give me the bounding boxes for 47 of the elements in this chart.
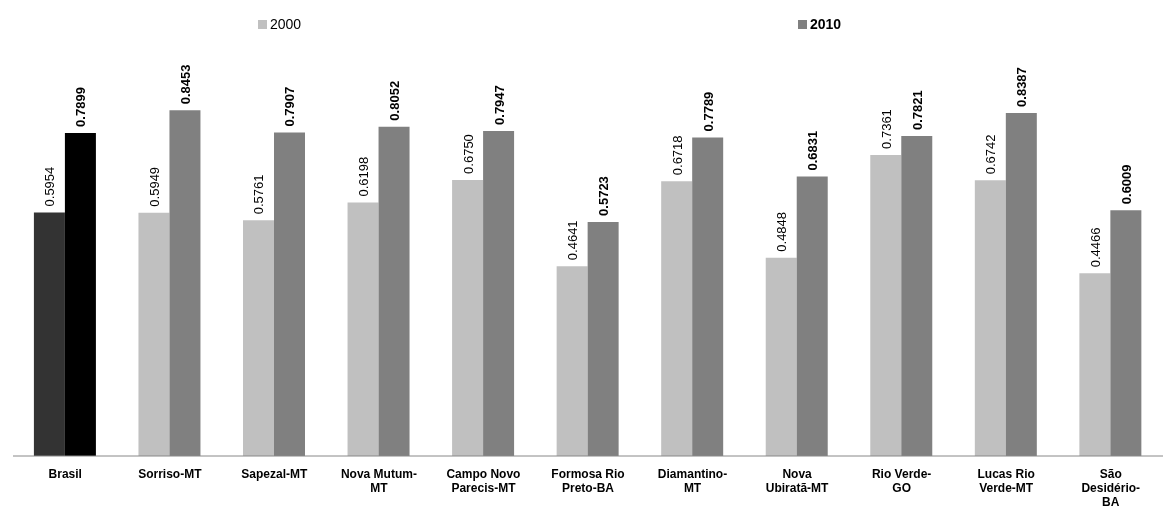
bar	[661, 181, 693, 456]
bar	[556, 266, 588, 456]
data-label: 0.7907	[282, 86, 298, 127]
x-tick-label: Formosa Rio Preto-BA	[551, 467, 625, 495]
legend-label: 2000	[270, 16, 302, 32]
data-label: 0.7361	[878, 109, 894, 149]
data-label: 0.8387	[1014, 67, 1030, 107]
x-tick-label: Campo Novo Parecis-MT	[446, 467, 521, 495]
bar	[347, 202, 379, 456]
data-label: 0.6009	[1118, 164, 1134, 205]
data-label: 0.6831	[805, 130, 821, 171]
data-label: 0.7821	[909, 90, 925, 131]
data-label: 0.7947	[491, 85, 507, 125]
data-label: 0.7789	[700, 91, 716, 132]
x-tick-label: São Desidério-BA	[1081, 467, 1141, 509]
x-tick-label: Diamantino-MT	[657, 467, 728, 495]
data-label: 0.4848	[774, 211, 790, 252]
data-label: 0.6718	[669, 135, 685, 176]
x-tick-label: Nova Mutum-MT	[340, 467, 417, 495]
data-label: 0.6198	[356, 156, 372, 197]
data-label: 0.8052	[387, 80, 403, 121]
x-tick-label: Sorriso-MT	[138, 467, 203, 481]
data-label: 0.5761	[251, 174, 267, 215]
data-label: 0.5723	[596, 176, 612, 216]
bar	[765, 257, 797, 456]
bar	[33, 212, 65, 456]
bar	[64, 132, 96, 456]
x-tick-label: Nova Ubiratã-MT	[765, 467, 830, 495]
x-tick-label: Lucas Rio Verde-MT	[977, 467, 1035, 495]
data-label: 0.5954	[42, 166, 58, 207]
x-tick-label: Sapezal-MT	[241, 467, 309, 481]
x-tick-label: Brasil	[48, 467, 82, 481]
data-label: 0.6750	[460, 134, 476, 174]
legend-label: 2010	[810, 16, 842, 32]
bar	[243, 220, 274, 456]
x-tick-label: Rio Verde-GO	[871, 467, 932, 495]
data-label: 0.5949	[146, 166, 162, 207]
data-label: 0.4641	[565, 220, 581, 261]
bar	[138, 212, 170, 456]
bar	[974, 180, 1006, 456]
data-label: 0.8453	[177, 64, 193, 105]
bar	[870, 154, 902, 456]
bar	[452, 179, 484, 456]
data-label: 0.4466	[1087, 227, 1103, 268]
data-label: 0.7899	[73, 87, 89, 127]
data-label: 0.6742	[983, 134, 999, 175]
bar	[1079, 273, 1111, 456]
